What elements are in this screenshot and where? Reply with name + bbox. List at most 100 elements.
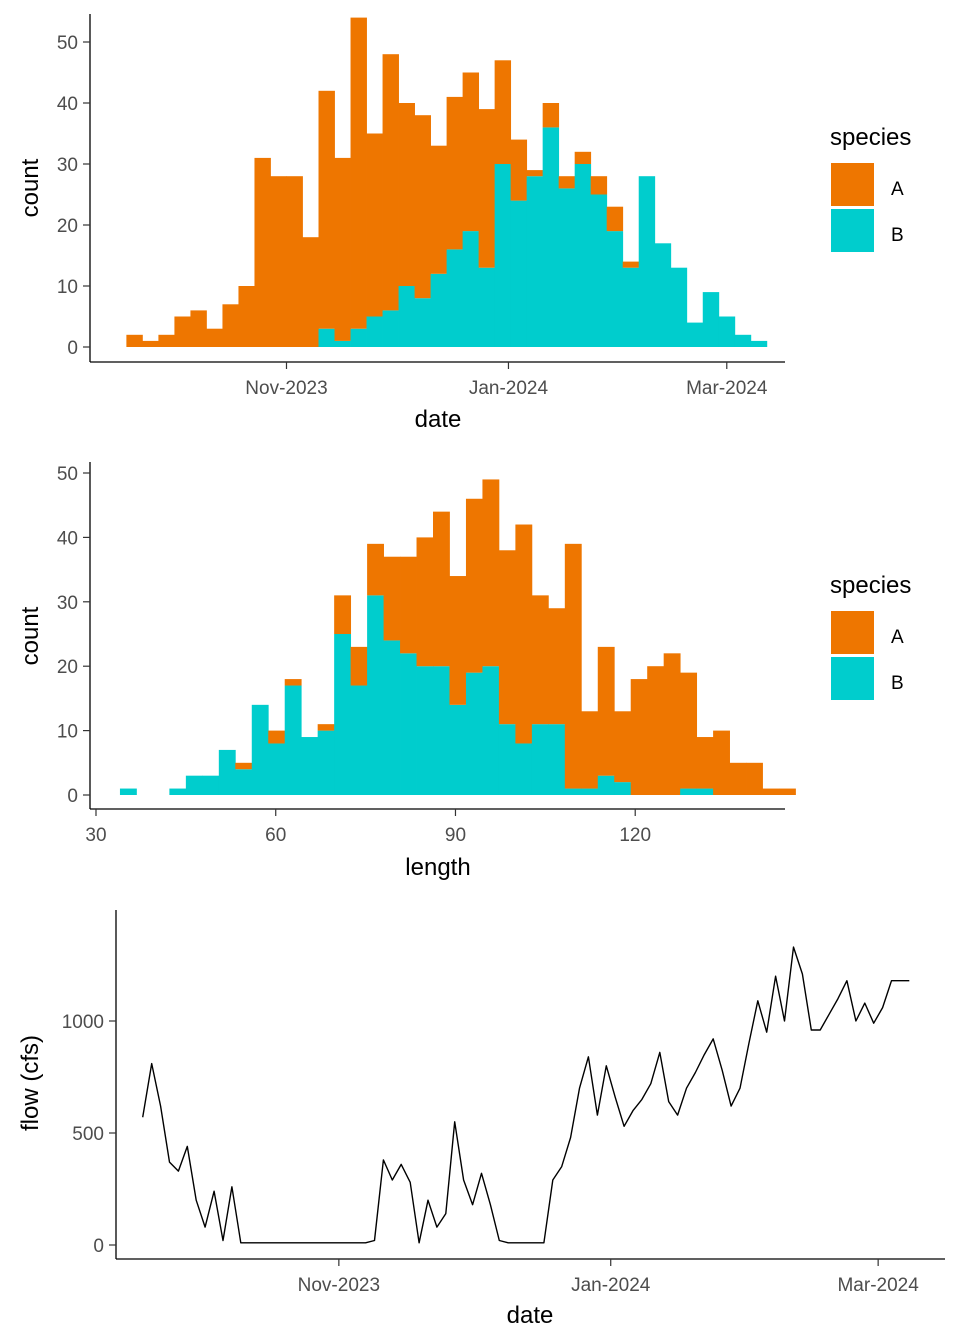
- x-ticks: 30 60 90 120: [85, 809, 651, 846]
- bar-species-b: [702, 292, 720, 347]
- bar-species-b: [400, 653, 417, 795]
- bar-species-b: [382, 310, 399, 347]
- bar-species-b: [680, 788, 698, 795]
- legend-key-b: [831, 209, 874, 252]
- bar-species-a: [190, 310, 207, 347]
- bar-species-b: [494, 164, 512, 347]
- bar-species-a: [494, 60, 512, 164]
- bar-species-a: [696, 737, 714, 789]
- bar-species-b: [416, 666, 434, 795]
- bar-species-a: [779, 788, 796, 795]
- bar-species-b: [482, 666, 500, 795]
- y-tick-label: 0: [67, 786, 78, 807]
- bar-species-b: [564, 788, 582, 795]
- bar-species-a: [564, 543, 582, 789]
- bar-species-a: [482, 479, 500, 667]
- bar-species-b: [581, 788, 599, 795]
- bar-species-a: [430, 145, 447, 274]
- y-tick-label: 0: [67, 338, 78, 359]
- bar-species-a: [663, 653, 681, 795]
- y-tick-label: 50: [57, 33, 78, 54]
- bar-species-a: [286, 176, 303, 347]
- bar-species-a: [590, 176, 608, 195]
- bar-species-b: [614, 782, 632, 795]
- legend-key-a: [831, 611, 874, 654]
- bar-species-b: [622, 267, 640, 347]
- bar-species-b: [318, 328, 335, 347]
- bar-species-a: [350, 17, 367, 329]
- bar-species-b: [383, 640, 401, 795]
- bar-species-a: [630, 679, 648, 795]
- bar-species-a: [478, 109, 496, 268]
- y-tick-label: 40: [57, 528, 78, 549]
- bar-species-b: [498, 724, 516, 795]
- bar-species-a: [284, 679, 302, 686]
- bar-species-b: [510, 200, 528, 347]
- bar-species-b: [465, 672, 483, 795]
- date-histogram-panel: 0 10 20 30 40 50 Nov-2023 Jan-2024 Mar-2024 dat…: [17, 14, 911, 433]
- flow-line: [142, 946, 910, 1244]
- legend-key-b: [831, 657, 874, 700]
- flow-line-panel: 0 500 1000 Nov-2023 Jan-2024 Mar-2024 date f…: [17, 910, 945, 1329]
- bar-species-a: [542, 103, 560, 128]
- x-axis-title: date: [415, 406, 462, 433]
- y-ticks: 0 10 20 30 40 50: [57, 464, 90, 807]
- x-tick-label: 120: [619, 825, 651, 846]
- x-tick-label: Mar-2024: [686, 378, 768, 399]
- bar-species-b: [597, 775, 615, 795]
- y-tick-label: 40: [57, 94, 78, 115]
- bar-species-a: [350, 646, 368, 686]
- bar-species-b: [169, 788, 187, 795]
- bar-species-a: [158, 334, 175, 347]
- bar-species-a: [531, 595, 549, 725]
- bar-species-a: [647, 666, 665, 795]
- length-histogram-bars: [119, 479, 796, 795]
- bar-species-b: [696, 788, 714, 795]
- length-histogram-panel: 0 10 20 30 40 50 30 60 90 120 length count speci…: [17, 462, 911, 881]
- bar-species-a: [614, 711, 632, 783]
- x-tick-label: Mar-2024: [837, 1275, 919, 1296]
- bar-species-b: [268, 743, 286, 795]
- y-ticks: 0 500 1000: [62, 1012, 116, 1257]
- y-tick-label: 500: [72, 1124, 104, 1145]
- bar-species-b: [367, 595, 384, 795]
- bar-species-a: [222, 304, 239, 347]
- bar-species-a: [383, 556, 401, 641]
- y-tick-label: 50: [57, 464, 78, 485]
- bar-species-a: [449, 576, 467, 705]
- bar-species-b: [670, 267, 688, 347]
- bar-species-b: [430, 273, 447, 347]
- bar-species-a: [270, 176, 287, 347]
- bar-species-a: [606, 206, 624, 232]
- legend-label-b: B: [891, 225, 904, 246]
- bar-species-a: [498, 550, 516, 725]
- bar-species-a: [334, 157, 351, 341]
- bar-species-a: [446, 96, 464, 250]
- bar-species-b: [366, 316, 383, 347]
- bar-species-b: [334, 634, 352, 795]
- legend: species A B: [830, 572, 911, 700]
- bar-species-b: [574, 164, 592, 347]
- bar-species-a: [729, 762, 747, 795]
- legend: species A B: [830, 124, 911, 252]
- x-ticks: Nov-2023 Jan-2024 Mar-2024: [245, 362, 768, 399]
- bar-species-b: [478, 267, 496, 347]
- bar-species-a: [400, 556, 417, 654]
- date-histogram-bars: [126, 17, 768, 348]
- bar-species-a: [515, 524, 533, 744]
- bar-species-b: [350, 328, 367, 347]
- y-axis-title: count: [17, 606, 44, 665]
- bar-species-a: [235, 762, 253, 770]
- bar-species-b: [654, 243, 672, 347]
- x-ticks: Nov-2023 Jan-2024 Mar-2024: [298, 1259, 919, 1296]
- legend-label-b: B: [891, 673, 904, 694]
- bar-species-a: [268, 730, 286, 744]
- bar-species-b: [750, 340, 768, 347]
- y-tick-label: 10: [57, 722, 78, 743]
- y-axis-title: count: [17, 158, 44, 217]
- bar-species-b: [542, 127, 560, 348]
- bar-species-a: [762, 788, 780, 795]
- bar-species-a: [680, 672, 698, 789]
- legend-key-a: [831, 163, 874, 206]
